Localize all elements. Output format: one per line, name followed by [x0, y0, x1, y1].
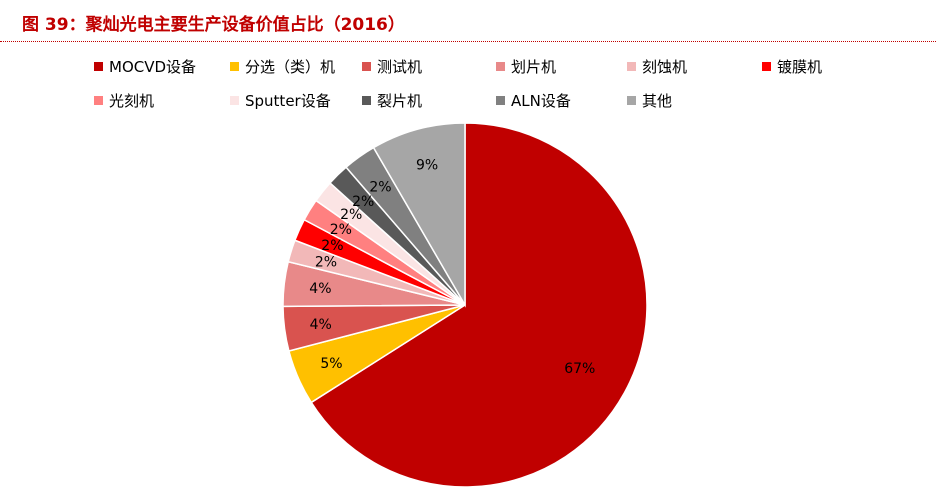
chart-legend: MOCVD设备 分选（类）机 测试机 划片机 刻蚀机 镀膜机光刻机 Sputter设备 裂片机…	[0, 0, 936, 120]
slice-value-label: 2%	[352, 194, 374, 210]
legend-item: 分选（类）机	[230, 56, 335, 77]
slice-value-label: 2%	[340, 207, 362, 223]
legend-swatch	[496, 62, 505, 71]
legend-label: MOCVD设备	[109, 58, 197, 76]
legend-item: 划片机	[496, 56, 556, 77]
legend-label: 划片机	[511, 58, 557, 76]
legend-item: 其他	[627, 90, 672, 111]
chart-title: 图 39：聚灿光电主要生产设备价值占比（2016）	[22, 15, 405, 35]
legend-item: 镀膜机	[762, 56, 822, 77]
slice-value-label: 2%	[315, 255, 337, 271]
legend-swatch	[627, 62, 636, 71]
legend-label: Sputter设备	[245, 92, 331, 110]
legend-item: 光刻机	[94, 90, 154, 111]
legend-swatch	[94, 96, 103, 105]
legend-label: 光刻机	[109, 92, 155, 110]
legend-swatch	[94, 62, 103, 71]
legend-label: 镀膜机	[777, 58, 823, 76]
legend-label: ALN设备	[511, 92, 571, 110]
slice-value-label: 9%	[416, 157, 438, 173]
legend-swatch	[496, 96, 505, 105]
legend-item: 测试机	[362, 56, 422, 77]
slice-value-label: 4%	[310, 317, 332, 333]
legend-swatch	[362, 62, 371, 71]
legend-swatch	[230, 96, 239, 105]
pie-slice	[372, 122, 466, 308]
legend-item: ALN设备	[496, 90, 571, 111]
slice-value-label: 67%	[564, 361, 595, 377]
slice-value-label: 2%	[369, 179, 391, 195]
legend-label: 测试机	[377, 58, 423, 76]
legend-swatch	[230, 62, 239, 71]
slice-value-label: 5%	[320, 356, 342, 372]
legend-item: MOCVD设备	[94, 56, 196, 77]
legend-swatch	[627, 96, 636, 105]
legend-item: 刻蚀机	[627, 56, 687, 77]
legend-label: 其他	[642, 92, 673, 110]
legend-item: 裂片机	[362, 90, 422, 111]
legend-label: 分选（类）机	[245, 58, 336, 76]
legend-item: Sputter设备	[230, 90, 331, 111]
slice-value-label: 2%	[321, 238, 343, 254]
slice-value-label: 4%	[309, 281, 331, 297]
title-divider	[0, 41, 936, 42]
legend-label: 刻蚀机	[642, 58, 688, 76]
pie-slices	[282, 122, 648, 488]
legend-swatch	[762, 62, 771, 71]
pie-slice	[310, 122, 648, 488]
legend-label: 裂片机	[377, 92, 423, 110]
legend-swatch	[362, 96, 371, 105]
pie-labels: 67%5%4%4%2%2%2%2%2%2%9%	[309, 157, 595, 377]
slice-value-label: 2%	[330, 222, 352, 238]
